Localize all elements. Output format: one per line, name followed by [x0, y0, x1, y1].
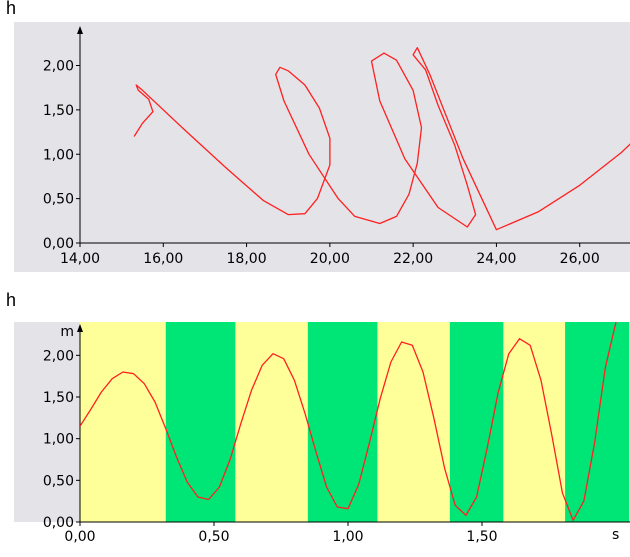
bottom-y-tick-label: 0,50 [43, 473, 74, 489]
bottom-x-tick-label: 0,00 [64, 529, 95, 545]
bottom-phase-band [503, 322, 566, 522]
bottom-y-axis-arrow [77, 324, 83, 332]
top-x-tick-label: 20,00 [310, 251, 350, 267]
top-chart-title: h [6, 0, 17, 18]
bottom-y-unit-label: m [60, 324, 74, 340]
top-x-tick-label: 14,00 [60, 251, 100, 267]
top-y-tick-label: 2,00 [43, 59, 74, 75]
bottom-phase-band [377, 322, 450, 522]
bottom-chart-title: h [6, 290, 17, 310]
top-x-tick-label: 22,00 [393, 251, 433, 267]
bottom-y-tick-label: 1,00 [43, 432, 74, 448]
bottom-chart: 0,00 0,50 1,00 1,50 2,00 0,00 0,50 1,00 1,50 m s [14, 322, 630, 545]
top-y-axis-arrow [77, 26, 83, 34]
top-x-tick-label: 16,00 [143, 251, 183, 267]
top-plot-background [14, 22, 630, 272]
bottom-phase-band [80, 322, 166, 522]
bottom-phase-band [307, 322, 378, 522]
bottom-y-tick-label: 0,00 [43, 515, 74, 531]
bottom-x-tick-label: 0,50 [198, 529, 229, 545]
top-y-tick-label: 0,00 [43, 236, 74, 252]
top-x-tick-label: 18,00 [227, 251, 267, 267]
bottom-series-line [80, 322, 617, 521]
bottom-phase-band [449, 322, 504, 522]
bottom-y-tick-label: 1,50 [43, 390, 74, 406]
top-y-tick-label: 1,00 [43, 147, 74, 163]
bottom-y-tick-label: 2,00 [43, 348, 74, 364]
top-x-tick-label: 26,00 [560, 251, 600, 267]
bottom-phase-band [165, 322, 236, 522]
bottom-axis-margin [14, 322, 80, 522]
top-y-tick-label: 1,50 [43, 103, 74, 119]
bottom-phase-band [235, 322, 308, 522]
top-chart: 0,00 0,50 1,00 1,50 2,00 14,00 16,00 18,00 20,00… [14, 22, 630, 272]
top-y-tick-label: 0,50 [43, 192, 74, 208]
top-series-line [133, 47, 630, 231]
top-x-tick-label: 24,00 [476, 251, 516, 267]
bottom-x-unit-label: s [612, 527, 619, 543]
bottom-x-tick-label: 1,50 [466, 529, 497, 545]
bottom-x-tick-label: 1,00 [332, 529, 363, 545]
